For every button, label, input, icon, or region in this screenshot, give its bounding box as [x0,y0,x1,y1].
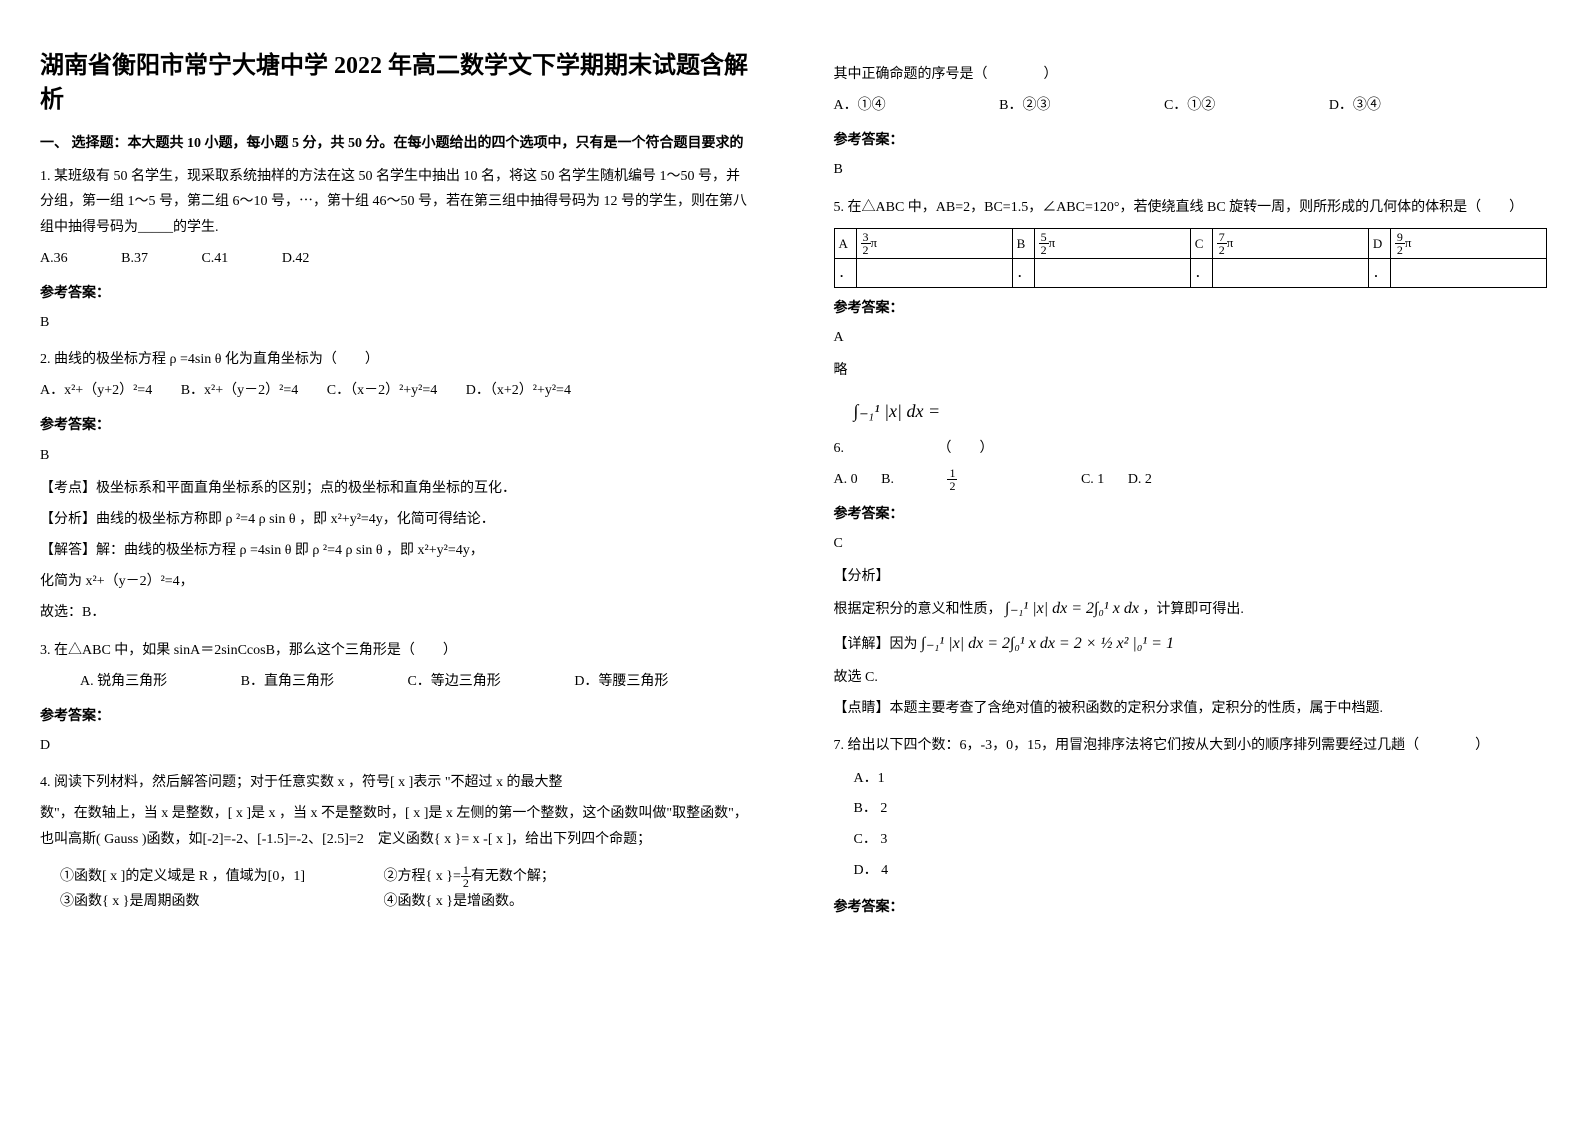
q5-cellD2: 92π [1390,228,1546,259]
q3-optD: D．等腰三角形 [574,668,668,696]
q5-answer-label: 参考答案： [834,296,1548,321]
q1-answer: B [40,310,754,335]
q2-answer: B [40,443,754,468]
q5-answer: A [834,325,1548,350]
q5-cellC1: C [1190,228,1212,259]
q5-answer2: 略 [834,358,1548,383]
q4-qline: 其中正确命题的序号是（ ） [834,62,1548,87]
q3-optB: B．直角三角形 [241,668,334,696]
q2-answer-label: 参考答案： [40,413,754,438]
q4-propositions: ①函数[ x ]的定义域是 R ，值域为[0，1] ②方程{ x }=12有无数… [60,864,754,914]
q4-options: A．①④ B．②③ C．①② D．③④ [834,92,1548,120]
q6-optB: B. 12 [881,466,1057,494]
question-1: 1. 某班级有 50 名学生，现采取系统抽样的方法在这 50 名学生中抽出 10… [40,164,754,335]
q2-jieda: 【解答】解：曲线的极坐标方程 ρ =4sin θ 即 ρ ²=4 ρ sin θ… [40,538,754,563]
q1-optD: D.42 [282,245,310,273]
q6-xj2: 故选 C. [834,665,1548,690]
question-4: 4. 阅读下列材料，然后解答问题；对于任意实数 x ，符号[ x ]表示 "不超… [40,770,754,914]
q7-answer-label: 参考答案： [834,895,1548,920]
question-7: 7. 给出以下四个数：6，-3，0，15，用冒泡排序法将它们按从大到小的顺序排列… [834,733,1548,920]
q2-jieda2: 化简为 x²+（y－2）²=4， [40,569,754,594]
q6-optC: C. 1 [1081,466,1104,494]
question-4-cont: 其中正确命题的序号是（ ） A．①④ B．②③ C．①② D．③④ 参考答案： … [834,62,1548,183]
q2-optD: D．（x+2）²+y²=4 [466,377,571,405]
q5-cellB1: B [1012,228,1034,259]
q6-xj-expr: ∫₋₁¹ |x| dx = 2∫₀¹ x dx = 2 × ½ x² |₀¹ =… [921,635,1174,652]
q3-optC: C．等边三角形 [407,668,500,696]
q6-prefix: 6. [834,441,845,456]
q1-optA: A.36 [40,245,68,273]
q6-fenxi-body: 根据定积分的意义和性质， ∫₋₁¹ |x| dx = 2∫₀¹ x dx ，计算… [834,595,1548,624]
question-2: 2. 曲线的极坐标方程 ρ =4sin θ 化为直角坐标为（ ） A．x²+（y… [40,347,754,626]
q5-cellA1: A [834,228,856,259]
question-5: 5. 在△ABC 中，AB=2，BC=1.5，∠ABC=120°，若使绕直线 B… [834,195,1548,384]
right-column: 其中正确命题的序号是（ ） A．①④ B．②③ C．①② D．③④ 参考答案： … [794,0,1587,1122]
q5-cellD1: D [1368,228,1390,259]
q2-text: 2. 曲线的极坐标方程 ρ =4sin θ 化为直角坐标为（ ） [40,347,754,372]
q2-optC: C．（x－2）²+y²=4 [327,377,438,405]
q6-answer: C [834,531,1548,556]
q5-cellC2: 72π [1212,228,1368,259]
q2-fenxi: 【分析】曲线的极坐标方称即 ρ ²=4 ρ sin θ ，即 x²+y²=4y，… [40,507,754,532]
q7-optC: C． 3 [854,825,1548,856]
q7-optD: D． 4 [854,856,1548,887]
q5-cellB2: 52π [1034,228,1190,259]
q6-fx-expr: ∫₋₁¹ |x| dx = 2∫₀¹ x dx [1005,600,1139,617]
q4-optB: B．②③ [999,92,1050,120]
q2-optA: A．x²+（y+2）²=4 [40,377,152,405]
section1-heading: 一、 选择题：本大题共 10 小题，每小题 5 分，共 50 分。在每小题给出的… [40,132,754,152]
question-6: ∫₋₁¹ |x| dx = 6. （ ） A. 0 B. 12 C. 1 D. … [834,395,1548,721]
q6-fenxi-label: 【分析】 [834,564,1548,589]
frac-half-icon: 12 [461,864,471,889]
q7-optB: B． 2 [854,794,1548,825]
q4-optD: D．③④ [1329,92,1381,120]
q3-answer-label: 参考答案： [40,704,754,729]
q2-options: A．x²+（y+2）²=4 B．x²+（y－2）²=4 C．（x－2）²+y²=… [40,377,754,405]
q4-p1: ①函数[ x ]的定义域是 R ，值域为[0，1] [60,864,380,889]
q6-answer-label: 参考答案： [834,502,1548,527]
left-column: 湖南省衡阳市常宁大塘中学 2022 年高二数学文下学期期末试题含解析 一、 选择… [0,0,794,1122]
q4-p4: ④函数{ x }是增函数。 [384,894,523,909]
q5-options-table: A 32π B 52π C 72π D 92π ． ． ． ． [834,228,1548,288]
question-3: 3. 在△ABC 中，如果 sinA＝2sinCcosB，那么这个三角形是（ ）… [40,638,754,759]
q6-optA: A. 0 [834,466,858,494]
q4-answer: B [834,157,1548,182]
q6-integral-expr: ∫₋₁¹ |x| dx = [854,395,1548,427]
q3-answer: D [40,733,754,758]
q6-stem: ∫₋₁¹ |x| dx = 6. （ ） [834,395,1548,461]
q1-answer-label: 参考答案： [40,281,754,306]
q4-text1: 4. 阅读下列材料，然后解答问题；对于任意实数 x ，符号[ x ]表示 "不超… [40,770,754,795]
q3-options: A. 锐角三角形 B．直角三角形 C．等边三角形 D．等腰三角形 [80,668,754,696]
q4-p2-inline: ②方程{ x }=12有无数个解； [384,869,555,884]
q6-optD: D. 2 [1128,466,1152,494]
q4-text2: 数"，在数轴上，当 x 是整数，[ x ]是 x ，当 x 不是整数时，[ x … [40,801,754,851]
q7-text: 7. 给出以下四个数：6，-3，0，15，用冒泡排序法将它们按从大到小的顺序排列… [834,733,1548,758]
q7-optA: A．1 [854,764,1548,795]
exam-title: 湖南省衡阳市常宁大塘中学 2022 年高二数学文下学期期末试题含解析 [40,50,754,117]
q1-text: 1. 某班级有 50 名学生，现采取系统抽样的方法在这 50 名学生中抽出 10… [40,164,754,240]
q5-text: 5. 在△ABC 中，AB=2，BC=1.5，∠ABC=120°，若使绕直线 B… [834,195,1548,220]
q2-kaodian: 【考点】极坐标系和平面直角坐标系的区别；点的极坐标和直角坐标的互化． [40,476,754,501]
q5-cellA2: 32π [856,228,1012,259]
q6-options: A. 0 B. 12 C. 1 D. 2 [834,466,1548,494]
q4-p3: ③函数{ x }是周期函数 [60,889,380,914]
q1-options: A.36 B.37 C.41 D.42 [40,245,754,273]
q2-optB: B．x²+（y－2）²=4 [181,377,299,405]
q3-optA: A. 锐角三角形 [80,668,167,696]
q1-optC: C.41 [201,245,228,273]
q6-dianjing: 【点睛】本题主要考查了含绝对值的被积函数的定积分求值，定积分的性质，属于中档题. [834,696,1548,721]
q4-optA: A．①④ [834,92,886,120]
q1-optB: B.37 [121,245,148,273]
q4-answer-label: 参考答案： [834,128,1548,153]
q6-xiangjie: 【详解】因为 ∫₋₁¹ |x| dx = 2∫₀¹ x dx = 2 × ½ x… [834,630,1548,659]
q3-text: 3. 在△ABC 中，如果 sinA＝2sinCcosB，那么这个三角形是（ ） [40,638,754,663]
q7-options: A．1 B． 2 C． 3 D． 4 [854,764,1548,887]
q4-optC: C．①② [1164,92,1215,120]
q6-suffix: （ ） [938,441,994,456]
q2-jieda3: 故选：B． [40,600,754,625]
